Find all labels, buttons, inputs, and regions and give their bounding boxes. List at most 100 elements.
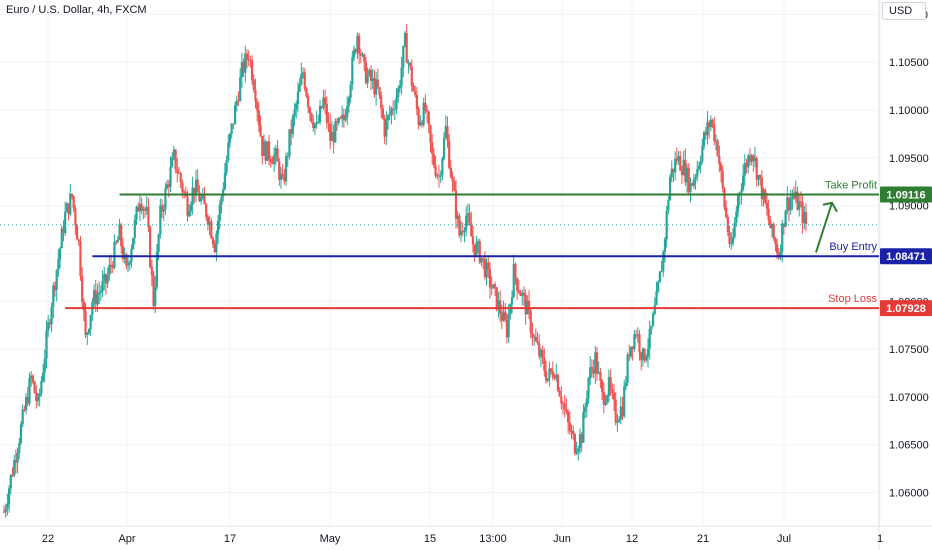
candle-body bbox=[334, 121, 337, 143]
candle-body bbox=[366, 74, 369, 84]
take-profit-price-tag bbox=[880, 186, 932, 203]
candle-body bbox=[573, 434, 577, 454]
candle-body bbox=[546, 378, 549, 381]
candle-body bbox=[111, 265, 114, 268]
candle-body bbox=[108, 264, 111, 275]
candle-body bbox=[138, 203, 142, 212]
candle-body bbox=[11, 474, 14, 476]
candle-body bbox=[414, 91, 417, 95]
candle-body bbox=[157, 234, 160, 253]
candle-body bbox=[432, 154, 435, 166]
candle-body bbox=[779, 251, 782, 258]
candle-body bbox=[308, 107, 311, 114]
candle-body bbox=[167, 184, 170, 187]
candle-body bbox=[69, 193, 72, 215]
candle-body bbox=[183, 191, 186, 193]
candle-body bbox=[577, 448, 580, 452]
candle-body bbox=[410, 66, 413, 86]
candle-body bbox=[381, 108, 385, 119]
candle-body bbox=[300, 74, 303, 85]
candle-body bbox=[315, 121, 318, 125]
candle-body bbox=[28, 378, 31, 404]
candle-body bbox=[24, 397, 28, 411]
candle-body bbox=[245, 53, 249, 60]
candle-body bbox=[595, 352, 599, 374]
candle-body bbox=[191, 187, 194, 205]
candle-body bbox=[249, 59, 252, 61]
candle-body bbox=[599, 371, 602, 381]
candle-body bbox=[524, 294, 527, 315]
candle-body bbox=[643, 348, 646, 361]
candle-body bbox=[782, 223, 786, 227]
candle-body bbox=[96, 294, 99, 305]
candle-body bbox=[419, 122, 422, 126]
candle-body bbox=[483, 258, 486, 278]
candle-body bbox=[456, 215, 459, 219]
candle-body bbox=[75, 225, 79, 240]
candle-body bbox=[760, 177, 763, 200]
candle-body bbox=[497, 300, 500, 310]
candle-body bbox=[650, 325, 653, 330]
candle-body bbox=[743, 163, 746, 176]
candle-body bbox=[196, 179, 199, 193]
candle-body bbox=[473, 244, 476, 256]
candle-body bbox=[750, 155, 753, 162]
candle-body bbox=[147, 207, 150, 228]
candle-body bbox=[126, 264, 130, 266]
candle-body bbox=[713, 124, 716, 142]
candle-body bbox=[142, 208, 145, 211]
candle-body bbox=[125, 254, 128, 266]
stop-loss-label: Stop Loss bbox=[828, 293, 877, 305]
candle-body bbox=[369, 70, 373, 82]
candle-body bbox=[781, 223, 784, 252]
candle-body bbox=[203, 194, 206, 205]
candle-body bbox=[266, 141, 269, 161]
candle-body bbox=[261, 136, 264, 156]
candle-body bbox=[244, 53, 247, 73]
candle-body bbox=[536, 340, 539, 344]
candle-body bbox=[692, 179, 695, 186]
candle-body bbox=[87, 329, 91, 333]
candle-body bbox=[104, 274, 108, 284]
candle-body bbox=[740, 189, 743, 194]
candle-body bbox=[424, 102, 427, 111]
currency-button[interactable]: USD bbox=[882, 2, 926, 20]
candle-body bbox=[230, 123, 233, 134]
candle-body bbox=[143, 208, 147, 211]
candle-body bbox=[89, 314, 92, 330]
candle-body bbox=[541, 350, 544, 358]
candle-body bbox=[675, 158, 678, 161]
candle-body bbox=[679, 156, 682, 171]
candle-body bbox=[584, 406, 587, 412]
y-tick-label: 1.09000 bbox=[889, 201, 929, 213]
candle-body bbox=[803, 212, 806, 224]
candle-body bbox=[626, 354, 629, 383]
candle-body bbox=[301, 72, 305, 75]
candle-body bbox=[33, 381, 36, 394]
candle-body bbox=[531, 332, 534, 338]
candle-body bbox=[544, 371, 548, 381]
candle-body bbox=[731, 237, 735, 244]
candle-body bbox=[680, 170, 684, 175]
candle-body bbox=[543, 357, 546, 372]
candle-body bbox=[585, 398, 588, 407]
candle-body bbox=[522, 292, 526, 295]
candle-body bbox=[307, 96, 310, 108]
candle-body bbox=[193, 187, 196, 194]
candle-body bbox=[721, 170, 724, 189]
y-tick-label: 1.06500 bbox=[889, 440, 929, 452]
candle-body bbox=[113, 241, 116, 268]
candle-body bbox=[267, 141, 271, 159]
candle-body bbox=[177, 172, 181, 174]
candle-body bbox=[417, 109, 420, 126]
candle-body bbox=[13, 460, 16, 476]
candle-body bbox=[213, 244, 216, 253]
candle-body bbox=[742, 175, 745, 190]
candle-body bbox=[133, 219, 136, 238]
symbol-title: Euro / U.S. Dollar, 4h, FXCM bbox=[6, 4, 147, 16]
candle-body bbox=[617, 419, 621, 422]
candle-body bbox=[171, 157, 174, 167]
x-tick-label: 12 bbox=[626, 533, 638, 545]
